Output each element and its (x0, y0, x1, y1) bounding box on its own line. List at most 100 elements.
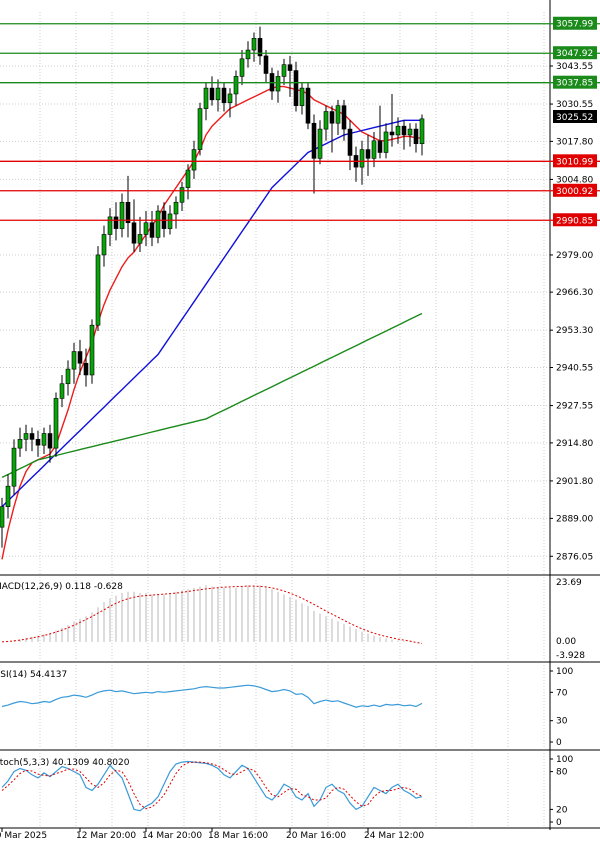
candle-body (137, 234, 143, 244)
candle-body (263, 55, 269, 74)
rsi-axis-label: 100 (556, 667, 573, 677)
price-tick-label: 3030.55 (556, 100, 593, 110)
candle (209, 76, 215, 106)
stoch-axis-label: 20 (556, 805, 568, 815)
candle (353, 146, 359, 182)
candle-body (5, 485, 11, 507)
candle-body (401, 125, 407, 136)
candle (125, 175, 131, 238)
candle (185, 164, 191, 200)
candle-body (251, 38, 257, 51)
candle (257, 26, 263, 65)
candle (281, 58, 287, 86)
candle-body (383, 131, 389, 153)
candle (287, 55, 293, 97)
candle (245, 41, 251, 68)
rsi-axis-label: 0 (556, 738, 562, 748)
moving-average-line-1 (1, 119, 422, 508)
candle (0, 497, 5, 548)
price-level-label: 3010.99 (556, 157, 593, 167)
price-tick-label: 2966.30 (556, 288, 593, 298)
candle-body (35, 439, 41, 446)
rsi-axis-label: 30 (556, 717, 568, 727)
price-tick-label: 3043.55 (556, 62, 593, 72)
candle-body (311, 122, 317, 159)
candle (203, 82, 209, 121)
candle-body (323, 111, 329, 130)
candle (89, 319, 95, 384)
price-tick-label: 2889.00 (556, 514, 593, 524)
stoch-d-line (1, 761, 423, 810)
candle (365, 134, 371, 176)
price-tick-label: 2901.80 (556, 477, 593, 487)
candle-body (359, 149, 365, 168)
moving-averages (1, 85, 423, 560)
price-level-tag (553, 183, 597, 197)
candle (251, 32, 257, 62)
price-level-label: 2990.85 (556, 216, 593, 226)
candlesticks (0, 26, 425, 548)
candle-body (83, 362, 89, 376)
candle (107, 208, 113, 247)
candle (197, 102, 203, 156)
candle (101, 225, 107, 267)
candle (275, 70, 281, 103)
current-price-tag: 3025.52 (553, 110, 597, 123)
candle-body (257, 38, 263, 57)
rsi-panel: RSI(14) 54.4137 100 70 30 0 (0, 667, 573, 748)
candle-body (119, 201, 125, 229)
candle (149, 211, 155, 247)
candle (47, 424, 53, 463)
candle-body (89, 324, 95, 376)
candle (59, 374, 65, 408)
candle (299, 82, 305, 115)
price-levels: 3057.99 3047.92 3037.85 3010.99 3000.92 2990.… (0, 16, 600, 227)
candle (5, 474, 11, 519)
candle-body (371, 140, 377, 159)
candle (179, 181, 185, 212)
candle-body (125, 201, 131, 224)
price-level-tag (553, 75, 597, 89)
candle (23, 424, 29, 452)
candle-body (23, 433, 29, 440)
price-level-label: 3037.85 (556, 79, 593, 89)
candle (239, 50, 245, 86)
candle-body (113, 216, 119, 229)
candle-body (335, 105, 341, 124)
stoch-axis-label: 80 (556, 768, 568, 778)
candle (95, 246, 101, 332)
candle-body (95, 254, 101, 326)
candle-body (107, 216, 113, 235)
candle-body (209, 87, 215, 101)
candle-body (185, 169, 191, 188)
candle (29, 427, 35, 452)
price-level-label: 3047.92 (556, 49, 593, 59)
candle-body (173, 201, 179, 215)
candle-body (179, 187, 185, 203)
candle (83, 348, 89, 387)
candle (11, 439, 17, 495)
stoch-axis-label: 100 (556, 755, 573, 765)
current-price-label: 3025.52 (556, 113, 593, 123)
candle-body (413, 128, 419, 145)
candle (131, 199, 137, 253)
candle-body (47, 433, 53, 449)
macd-axis-label: 0.00 (556, 637, 576, 647)
price-tick-label: 2979.00 (556, 251, 593, 261)
price-level-tag (553, 213, 597, 227)
candle-body (0, 506, 5, 528)
candle-body (419, 118, 425, 145)
candle-body (221, 87, 227, 104)
candle-body (155, 210, 161, 238)
candle-body (149, 222, 155, 238)
candle-body (389, 131, 395, 136)
time-axis: 10 Mar 2025 12 Mar 20:00 14 Mar 20:00 18 Ma… (0, 828, 424, 841)
candle-body (281, 64, 287, 77)
price-level-tag (553, 154, 597, 168)
candle (389, 93, 395, 147)
candle (311, 114, 317, 194)
candle-body (347, 128, 353, 156)
price-tick-label: 2940.55 (556, 363, 593, 373)
price-level-tag (553, 46, 597, 60)
